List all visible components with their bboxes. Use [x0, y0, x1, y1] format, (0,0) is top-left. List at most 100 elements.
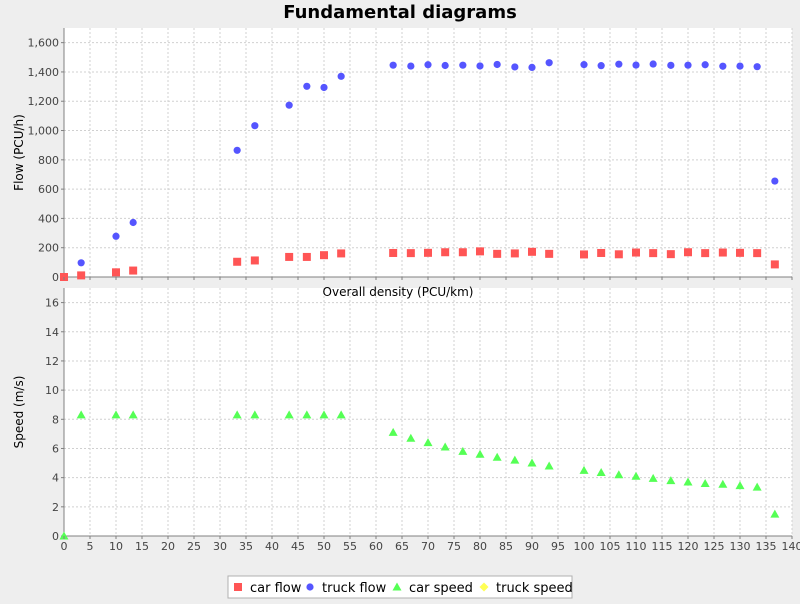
data-point — [736, 62, 743, 69]
y-tick-label: 200 — [38, 242, 59, 255]
data-point — [615, 61, 622, 68]
flow-subplot: 0 200 400 600 800 1,000 1,200 1,400 1,600 Flow (P… — [12, 28, 792, 284]
y-tick-label: 400 — [38, 212, 59, 225]
legend-label: truck flow — [322, 581, 387, 596]
data-point — [442, 62, 449, 69]
data-point — [77, 271, 85, 279]
data-point — [494, 61, 501, 68]
x-tick-label: 70 — [421, 540, 435, 553]
x-tick-label: 100 — [574, 540, 595, 553]
legend-marker — [306, 583, 313, 590]
data-point — [320, 251, 328, 259]
data-point — [598, 62, 605, 69]
data-point — [251, 122, 258, 129]
data-point — [684, 248, 692, 256]
data-point — [753, 249, 761, 257]
x-tick-label: 110 — [626, 540, 647, 553]
legend-label: car flow — [250, 581, 302, 596]
data-point — [528, 64, 535, 71]
data-point — [771, 260, 779, 268]
data-point — [719, 63, 726, 70]
y-tick-label: 1,200 — [28, 95, 60, 108]
legend: car flow truck flow car speed truck speed — [228, 576, 573, 598]
y-tick-label: 0 — [52, 271, 59, 284]
data-point — [736, 249, 744, 257]
data-point — [234, 147, 241, 154]
speed-y-axis-label: Speed (m/s) — [12, 376, 26, 449]
y-tick-label: 12 — [45, 355, 59, 368]
x-tick-label: 80 — [473, 540, 487, 553]
x-tick-label: 40 — [265, 540, 279, 553]
y-tick-label: 1,000 — [28, 125, 60, 138]
y-tick-label: 14 — [45, 326, 59, 339]
x-tick-label: 140 — [782, 540, 800, 553]
y-tick-label: 1,600 — [28, 37, 60, 50]
data-point — [667, 62, 674, 69]
x-tick-label: 130 — [730, 540, 751, 553]
x-tick-label: 55 — [343, 540, 357, 553]
legend-label: car speed — [409, 581, 473, 596]
x-tick-label: 25 — [187, 540, 201, 553]
data-point — [476, 247, 484, 255]
chart-title: Fundamental diagrams — [283, 2, 517, 23]
data-point — [580, 61, 587, 68]
data-point — [580, 250, 588, 258]
data-point — [233, 258, 241, 266]
legend-label: truck speed — [496, 581, 573, 596]
x-tick-label: 5 — [87, 540, 94, 553]
x-tick-label: 30 — [213, 540, 227, 553]
x-tick-label: 15 — [135, 540, 149, 553]
x-tick-label: 0 — [61, 540, 68, 553]
data-point — [389, 249, 397, 257]
x-axis-label: Overall density (PCU/km) — [323, 285, 474, 299]
data-point — [407, 249, 415, 257]
data-point — [476, 62, 483, 69]
data-point — [112, 268, 120, 276]
data-point — [754, 63, 761, 70]
x-tick-label: 95 — [551, 540, 565, 553]
data-point — [285, 253, 293, 261]
y-tick-label: 800 — [38, 154, 59, 167]
data-point — [337, 249, 345, 257]
x-tick-label: 60 — [369, 540, 383, 553]
data-point — [684, 62, 691, 69]
x-tick-label: 90 — [525, 540, 539, 553]
data-point — [650, 60, 657, 67]
y-tick-label: 1,400 — [28, 66, 60, 79]
flow-y-axis-label: Flow (PCU/h) — [12, 114, 26, 191]
data-point — [112, 233, 119, 240]
x-tick-label: 135 — [756, 540, 777, 553]
data-point — [459, 248, 467, 256]
data-point — [407, 62, 414, 69]
x-tick-label: 115 — [652, 540, 673, 553]
x-tick-label: 50 — [317, 540, 331, 553]
y-tick-label: 8 — [52, 413, 59, 426]
data-point — [130, 219, 137, 226]
data-point — [424, 249, 432, 257]
data-point — [771, 177, 778, 184]
data-point — [303, 253, 311, 261]
data-point — [441, 248, 449, 256]
y-tick-label: 600 — [38, 183, 59, 196]
y-tick-label: 4 — [52, 472, 59, 485]
y-tick-label: 10 — [45, 384, 59, 397]
data-point — [511, 249, 519, 257]
y-tick-label: 2 — [52, 501, 59, 514]
data-point — [320, 84, 327, 91]
data-point — [286, 102, 293, 109]
legend-marker — [234, 583, 242, 591]
data-point — [632, 249, 640, 257]
data-point — [719, 249, 727, 257]
x-tick-label: 120 — [678, 540, 699, 553]
data-point — [493, 250, 501, 258]
data-point — [251, 256, 259, 264]
data-point — [338, 73, 345, 80]
y-tick-label: 0 — [52, 530, 59, 543]
x-tick-label: 105 — [600, 540, 621, 553]
data-point — [459, 62, 466, 69]
x-tick-label: 10 — [109, 540, 123, 553]
